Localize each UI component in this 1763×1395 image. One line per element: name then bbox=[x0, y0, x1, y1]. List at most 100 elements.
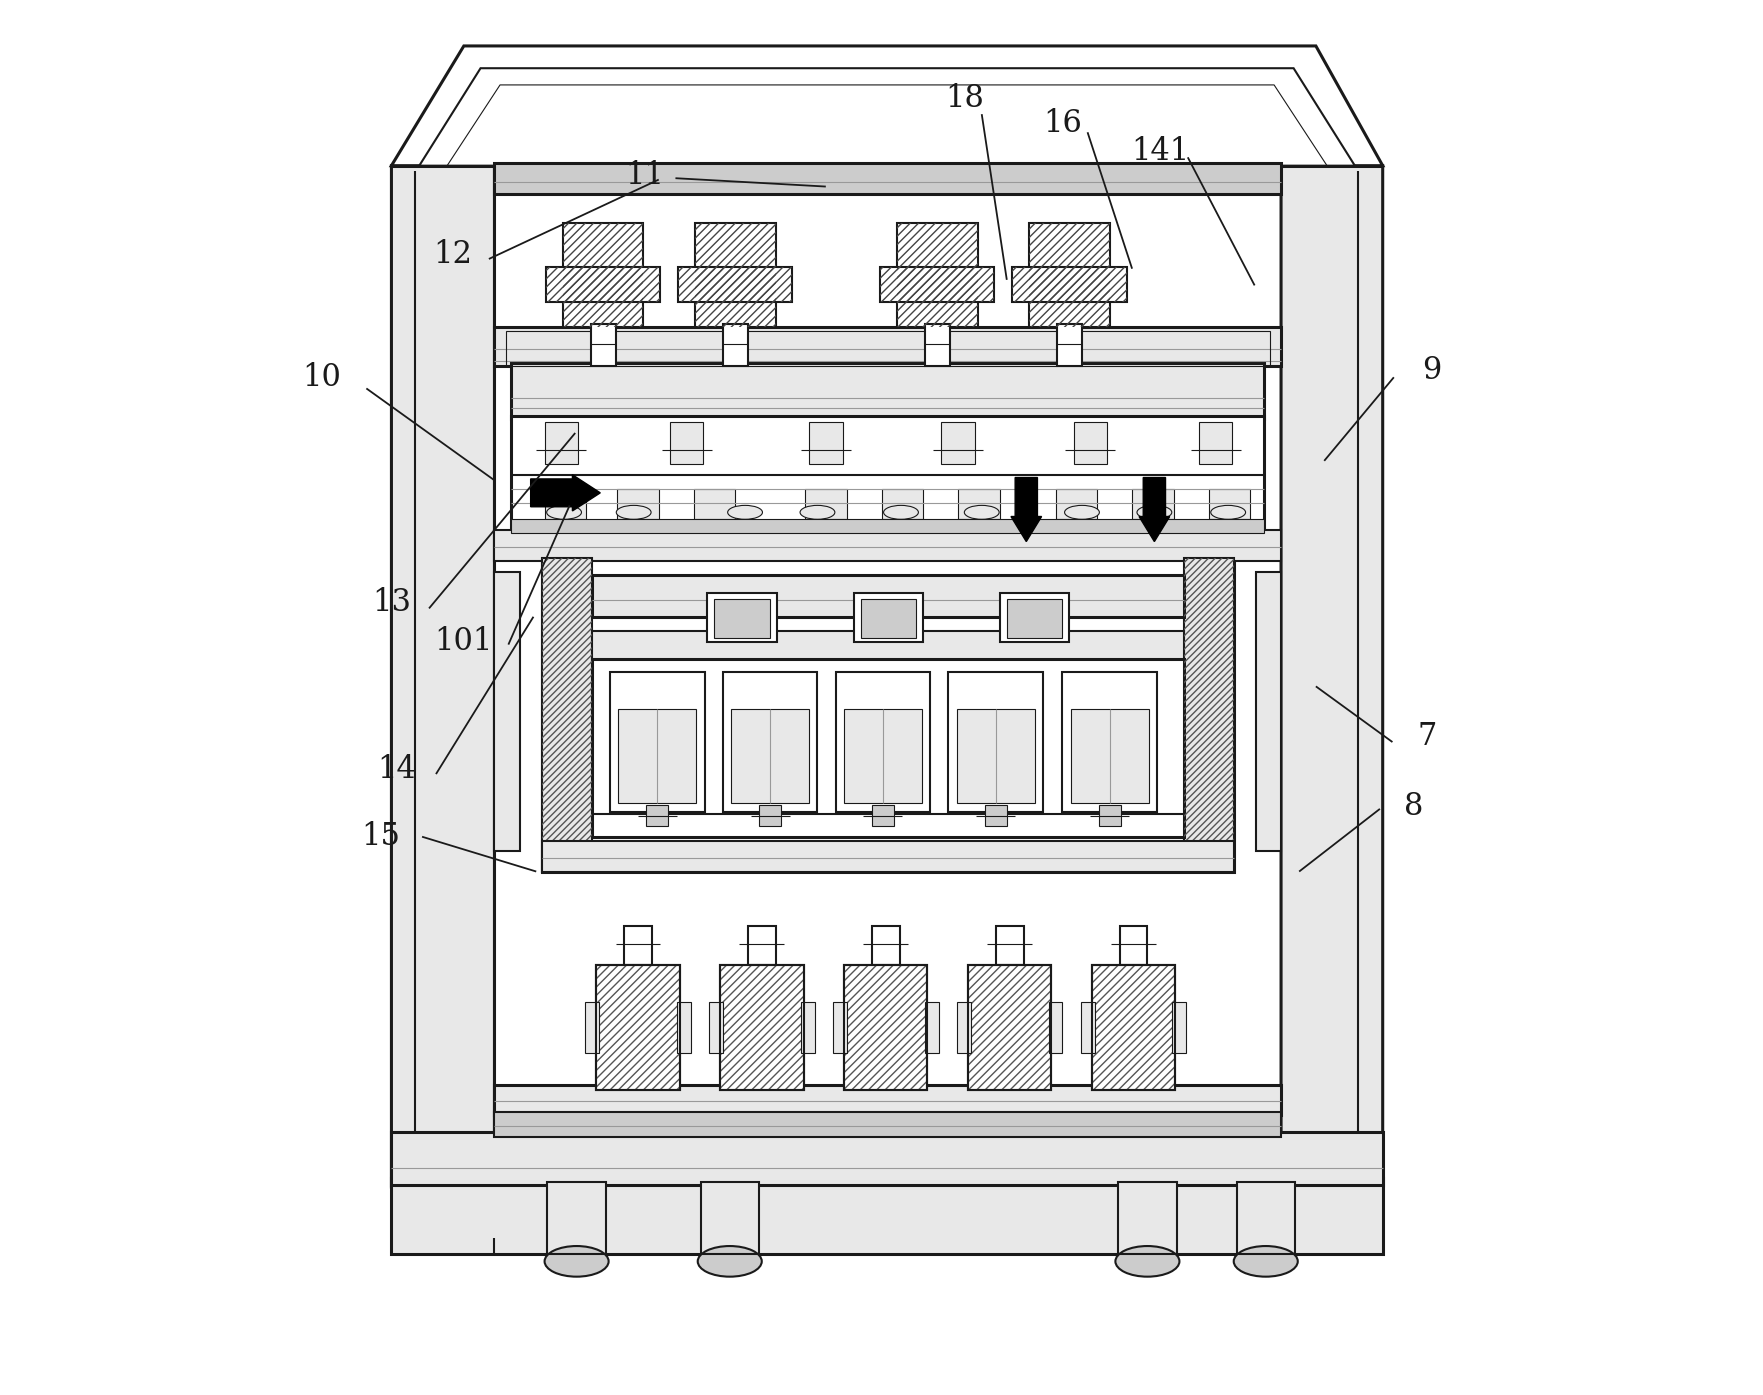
Bar bbox=[1236, 1182, 1296, 1254]
Polygon shape bbox=[420, 68, 1354, 166]
Bar bbox=[800, 1003, 815, 1052]
Bar bbox=[924, 325, 950, 365]
Bar bbox=[1000, 593, 1070, 642]
Text: 12: 12 bbox=[434, 240, 472, 271]
Bar bbox=[897, 223, 977, 328]
Bar bbox=[695, 223, 776, 328]
Ellipse shape bbox=[1065, 505, 1100, 519]
Text: 16: 16 bbox=[1044, 109, 1082, 140]
Bar bbox=[957, 1003, 971, 1052]
Bar bbox=[1209, 488, 1250, 519]
Polygon shape bbox=[1183, 558, 1234, 872]
Bar bbox=[968, 965, 1051, 1089]
Bar bbox=[624, 926, 652, 965]
Bar bbox=[871, 926, 899, 965]
Bar bbox=[679, 268, 792, 303]
Bar bbox=[596, 965, 679, 1089]
FancyArrow shape bbox=[531, 474, 599, 511]
Polygon shape bbox=[1282, 166, 1382, 1237]
Bar bbox=[592, 575, 1183, 617]
Bar bbox=[547, 268, 659, 303]
Text: 13: 13 bbox=[372, 587, 411, 618]
Bar bbox=[494, 572, 520, 851]
Bar bbox=[494, 163, 1282, 194]
Bar bbox=[809, 421, 843, 463]
Bar bbox=[1081, 1003, 1095, 1052]
Bar bbox=[806, 488, 846, 519]
Bar bbox=[677, 1003, 691, 1052]
Bar bbox=[562, 223, 643, 328]
Bar bbox=[494, 328, 1282, 365]
Bar bbox=[844, 965, 927, 1089]
Bar bbox=[647, 805, 668, 826]
Bar bbox=[957, 488, 1000, 519]
Polygon shape bbox=[391, 46, 1382, 166]
Bar bbox=[1007, 598, 1063, 638]
Bar bbox=[880, 268, 994, 303]
Bar bbox=[1056, 488, 1097, 519]
Ellipse shape bbox=[1137, 505, 1172, 519]
Ellipse shape bbox=[698, 1246, 762, 1276]
FancyArrow shape bbox=[1010, 477, 1042, 541]
Bar bbox=[511, 519, 1264, 533]
Bar bbox=[617, 488, 659, 519]
Bar bbox=[924, 1003, 938, 1052]
Bar bbox=[541, 841, 1234, 872]
Bar bbox=[897, 223, 977, 328]
Bar bbox=[592, 631, 1183, 661]
Bar bbox=[836, 672, 931, 812]
Bar bbox=[1183, 558, 1234, 872]
Text: 15: 15 bbox=[361, 822, 400, 852]
Text: 18: 18 bbox=[945, 84, 984, 114]
Bar bbox=[719, 965, 804, 1089]
Bar bbox=[1120, 926, 1148, 965]
Bar bbox=[494, 1084, 1282, 1115]
Text: 8: 8 bbox=[1403, 791, 1423, 822]
Bar bbox=[1049, 1003, 1063, 1052]
Bar bbox=[562, 223, 643, 328]
Bar bbox=[1091, 965, 1176, 1089]
Bar bbox=[700, 1182, 760, 1254]
Polygon shape bbox=[541, 558, 592, 872]
Bar bbox=[1118, 1182, 1176, 1254]
Bar bbox=[948, 672, 1044, 812]
Bar bbox=[1012, 268, 1127, 303]
Bar bbox=[957, 709, 1035, 804]
FancyArrow shape bbox=[1139, 477, 1169, 541]
Bar bbox=[832, 1003, 846, 1052]
Bar bbox=[968, 965, 1051, 1089]
Bar bbox=[670, 421, 703, 463]
Bar bbox=[882, 488, 924, 519]
Bar bbox=[693, 488, 735, 519]
Bar bbox=[596, 965, 679, 1089]
Bar bbox=[494, 166, 1282, 1237]
Bar bbox=[1012, 268, 1127, 303]
Bar bbox=[844, 709, 922, 804]
Bar bbox=[1058, 325, 1082, 365]
Text: 9: 9 bbox=[1421, 354, 1440, 386]
Bar bbox=[592, 658, 1183, 837]
Bar bbox=[748, 926, 776, 965]
Bar bbox=[1070, 709, 1149, 804]
Text: 14: 14 bbox=[377, 755, 416, 785]
Bar bbox=[984, 805, 1007, 826]
Bar bbox=[585, 1003, 599, 1052]
Bar bbox=[941, 421, 975, 463]
Bar bbox=[719, 965, 804, 1089]
Bar bbox=[511, 363, 1264, 418]
Bar bbox=[1098, 805, 1121, 826]
Bar bbox=[714, 598, 770, 638]
Bar bbox=[545, 421, 578, 463]
Bar bbox=[547, 1182, 606, 1254]
Bar bbox=[1074, 421, 1107, 463]
Ellipse shape bbox=[547, 505, 582, 519]
Bar bbox=[506, 332, 1269, 365]
Bar bbox=[679, 268, 792, 303]
Bar bbox=[494, 530, 1282, 561]
Ellipse shape bbox=[883, 505, 919, 519]
Bar bbox=[1199, 421, 1232, 463]
Bar bbox=[511, 416, 1264, 530]
Bar bbox=[619, 709, 696, 804]
Bar bbox=[494, 1112, 1282, 1137]
Polygon shape bbox=[391, 166, 494, 1237]
